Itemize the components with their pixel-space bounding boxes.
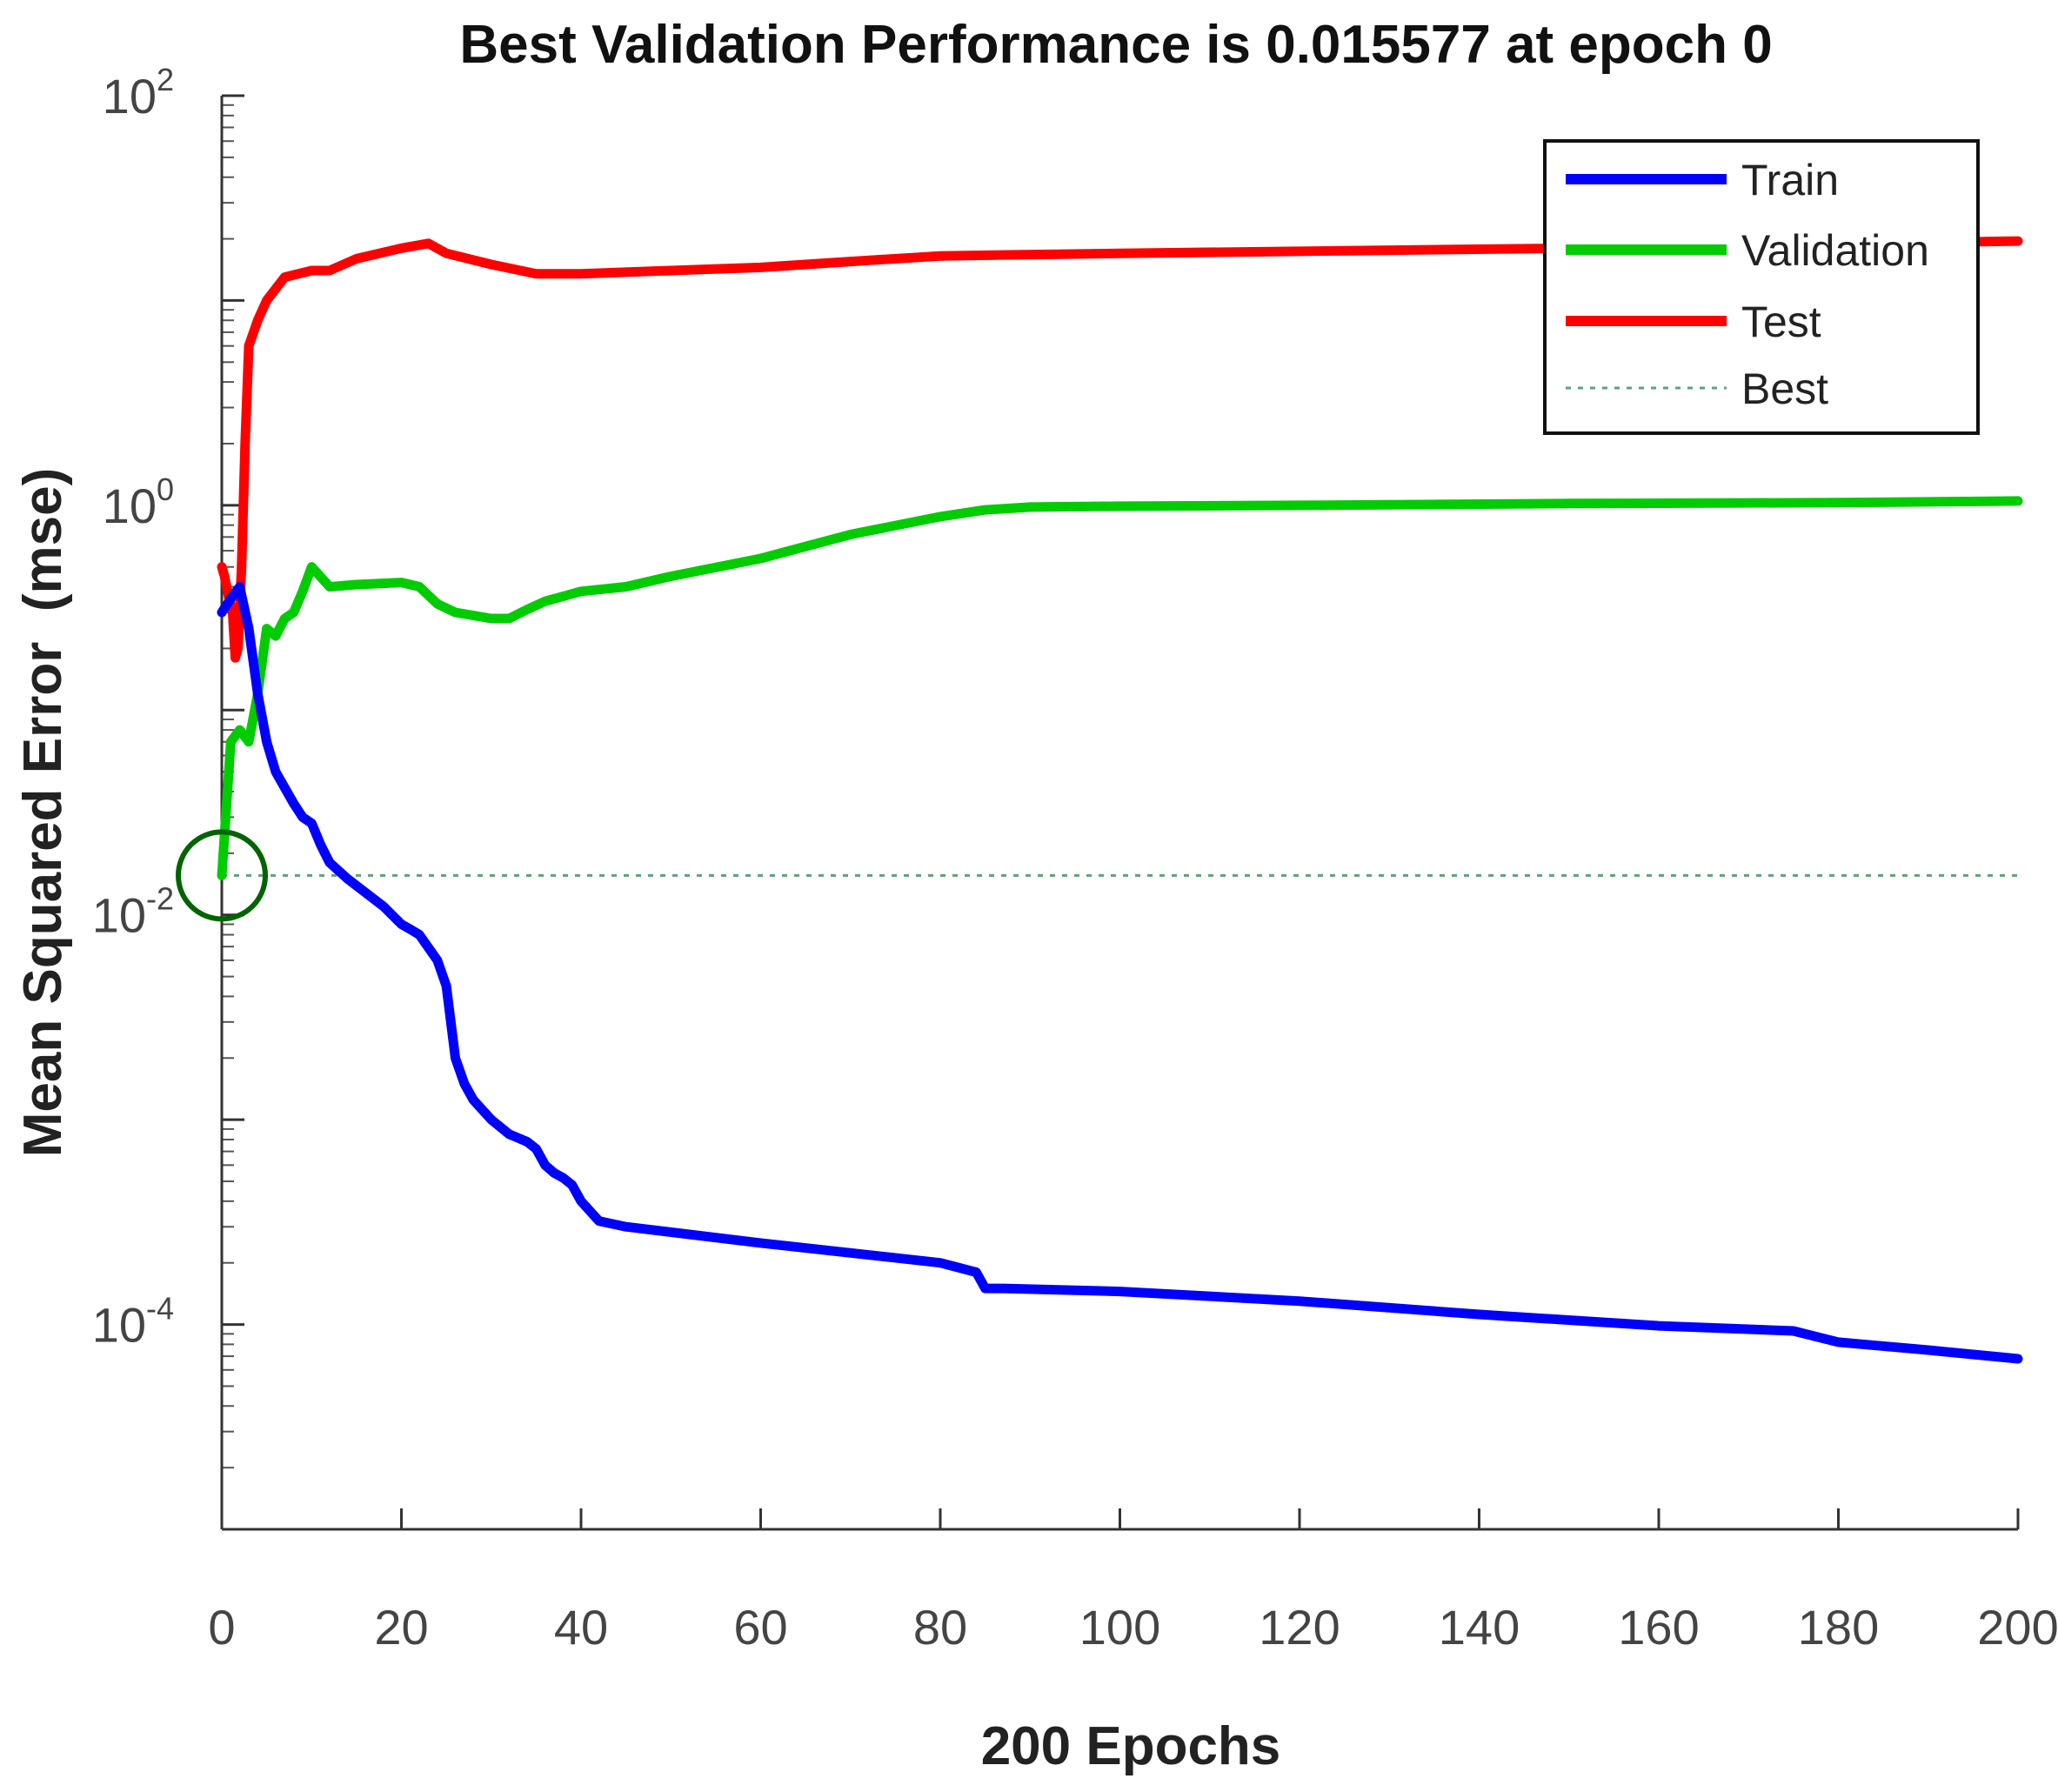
best-marker [176,829,268,922]
y-tick-label-base: 10 [92,1298,146,1353]
legend-label-train: Train [1741,156,1839,204]
y-axis-label: Mean Squared Error (mse) [13,468,73,1157]
x-tick-label: 180 [1798,1600,1879,1655]
x-tick-label: 0 [208,1600,235,1655]
x-tick-label: 60 [733,1600,787,1655]
y-tick-label-base: 10 [103,69,157,124]
x-tick-label: 80 [913,1600,967,1655]
series-validation-line [217,496,2023,880]
x-tick-label: 20 [374,1600,428,1655]
y-tick-label-base: 10 [92,888,146,943]
legend-box [1543,139,1980,435]
y-tick-label-exponent: -2 [146,881,174,917]
x-axis-label: 200 Epochs [981,1716,1281,1776]
x-tick-label: 120 [1259,1600,1340,1655]
x-ticks [220,1508,2020,1529]
x-tick-label: 100 [1079,1600,1160,1655]
legend-label-validation: Validation [1741,226,1929,275]
x-tick-label: 160 [1618,1600,1699,1655]
y-tick-label-exponent: 2 [157,62,174,97]
x-tick-label: 40 [554,1600,608,1655]
y-tick-label-exponent: -4 [146,1291,174,1327]
y-tick-label: 102 [103,62,174,124]
legend-label-test: Test [1741,298,1821,346]
series-train-line [217,582,2023,1364]
y-tick-label: 100 [103,471,174,533]
x-tick-labels: 0 20 40 60 80 100 120 140 160 180 200 [208,1600,2058,1655]
chart-title: Best Validation Performance is 0.015577 … [459,15,1772,75]
y-tick-label-exponent: 0 [157,471,174,507]
x-tick-label: 140 [1439,1600,1520,1655]
y-tick-label: 10-4 [92,1291,174,1353]
legend-label-best: Best [1741,364,1828,413]
plot-area [176,94,2023,1531]
y-tick-label: 10-2 [92,881,174,943]
legend: Train Validation Test Best [1543,139,1980,435]
x-tick-label: 200 [1977,1600,2058,1655]
y-tick-label-base: 10 [103,478,157,533]
series-test-line [217,236,2023,663]
